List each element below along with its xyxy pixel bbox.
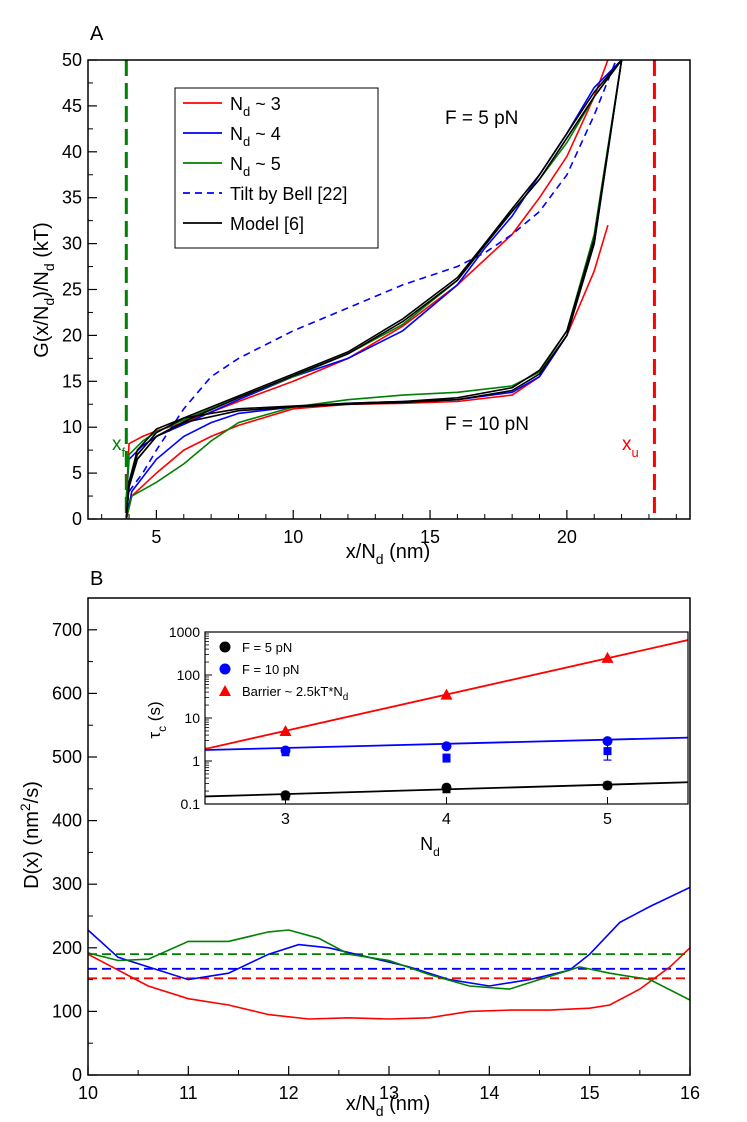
inset-chart: 3 4 5 0.1 1 10 100 1000 [169, 624, 688, 828]
inset-xtick-label: 3 [281, 811, 290, 828]
legend-box [174, 87, 379, 249]
annotation-xf: xf [112, 434, 126, 460]
panel-b-xtick-label: 14 [479, 1083, 499, 1103]
panel-b-xtick-label: 16 [680, 1083, 700, 1103]
inset-point [441, 741, 452, 752]
inset-point [440, 688, 453, 700]
panel-b-xtick-label: 10 [78, 1083, 98, 1103]
panel-b-ytick-label: 500 [52, 747, 82, 767]
panel-b-xtick-label: 12 [279, 1083, 299, 1103]
panel-a-ytick-label: 45 [62, 96, 82, 116]
inset-legend-entry: Barrier ~ 2.5kT*Nd [242, 684, 348, 703]
inset-ytick-label: 0.1 [181, 796, 201, 812]
panel-a-series-line [125, 60, 623, 519]
inset-frame-bg [205, 632, 688, 804]
inset-xtick-label: 4 [442, 811, 451, 828]
inset-ytick-label: 100 [177, 667, 201, 683]
panel-a-ylabel: G(x/Nd)/Nd (kT) [31, 222, 57, 358]
inset-point [603, 781, 612, 790]
annotation-f10: F = 10 pN [445, 414, 529, 435]
panel-a-label: A [90, 23, 104, 45]
panel-a-xlabel: x/Nd (nm) [346, 541, 430, 567]
annotation-xu: xu [622, 434, 639, 460]
legend-entry: Nd ~ 5 [230, 154, 281, 179]
panel-a-ytick-label: 10 [62, 417, 82, 437]
panel-b-xtick-label: 11 [179, 1083, 198, 1103]
panel-b-ytick-label: 300 [52, 874, 82, 894]
panel-a-series-line [125, 60, 623, 519]
inset-legend-entry: F = 10 pN [242, 662, 299, 677]
inset-point [442, 785, 451, 794]
panel-b-ytick-label: 400 [52, 811, 82, 831]
panel-b-label: B [90, 568, 103, 590]
panel-a-legend: Nd ~ 3 Nd ~ 4 Nd ~ 5 Tilt by Bell [22] Model… [174, 87, 379, 249]
panel-b-series-line [88, 947, 690, 1020]
inset-ytick-label: 1000 [169, 624, 200, 640]
panel-a-xtick-label: 20 [557, 527, 577, 547]
inset-point [281, 748, 290, 757]
panel-b-ytick-label: 100 [52, 1001, 82, 1021]
panel-b-ytick-label: 700 [52, 620, 82, 640]
inset-xtick-label: 5 [603, 811, 612, 828]
inset-legend: F = 5 pN F = 10 pN Barrier ~ 2.5kT*Nd [219, 640, 348, 703]
panel-a-ytick-label: 20 [62, 325, 82, 345]
panel-b-xlabel: x/Nd (nm) [346, 1093, 430, 1119]
panel-b-ytick-label: 600 [52, 683, 82, 703]
panel-b-ylabel: D(x) (nm2/s) [17, 781, 43, 889]
inset-point [601, 651, 614, 663]
panel-a-ytick-label: 35 [62, 188, 82, 208]
inset-ytick-label: 10 [184, 710, 200, 726]
inset-legend-marker [219, 663, 231, 675]
inset-point [602, 736, 613, 747]
legend-entry: Model [6] [230, 214, 304, 234]
panel-b-xtick-label: 15 [580, 1083, 600, 1103]
inset-ytick-label: 1 [192, 753, 200, 769]
panel-a-xtick-label: 5 [151, 527, 161, 547]
inset-ylabel: τc (s) [145, 701, 169, 738]
panel-a-frame [87, 59, 691, 520]
panel-a-ytick-label: 40 [62, 142, 82, 162]
panel-a-ytick-label: 30 [62, 234, 82, 254]
panel-b-ytick-label: 0 [72, 1065, 82, 1085]
legend-entry: Tilt by Bell [22] [230, 184, 347, 204]
panel-b-xtick-label: 13 [379, 1083, 399, 1103]
annotation-f5: F = 5 pN [445, 108, 518, 129]
panel-a-ytick-label: 25 [62, 280, 82, 300]
panel-a-series-line [125, 60, 623, 519]
panel-b-series-line [88, 929, 690, 1001]
inset-legend-marker [219, 641, 231, 653]
panel-b-series-line [88, 886, 690, 987]
panel-a-ytick-label: 5 [72, 463, 82, 483]
inset-frame [204, 631, 689, 805]
inset-point [279, 724, 292, 736]
panel-b-ytick-label: 200 [52, 938, 82, 958]
panel-a-ytick-label: 50 [62, 50, 82, 70]
legend-entry: Nd ~ 3 [230, 94, 281, 119]
panel-a-chart: 5 10 15 20 0 5 10 15 20 25 30 35 40 45 50 [62, 50, 677, 547]
panel-a-xtick-label: 15 [420, 527, 440, 547]
inset-xlabel: Nd [420, 834, 440, 859]
panel-b-frame [87, 597, 691, 1076]
inset-point [281, 792, 290, 801]
inset-legend-entry: F = 5 pN [242, 640, 292, 655]
legend-entry: Nd ~ 4 [230, 124, 281, 149]
panel-a-ytick-label: 0 [72, 509, 82, 529]
panel-a-xtick-label: 10 [283, 527, 303, 547]
inset-legend-marker [219, 685, 231, 696]
panel-a-ytick-label: 15 [62, 371, 82, 391]
